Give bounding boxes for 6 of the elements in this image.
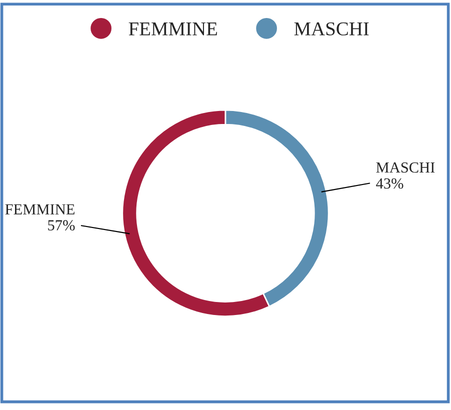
slice-label: MASCHI	[376, 162, 435, 173]
data-label: 43%	[376, 178, 404, 189]
legend-label: FEMMINE	[128, 22, 217, 36]
slice-label: FEMMINE	[5, 204, 74, 214]
legend-label: MASCHI	[294, 22, 369, 36]
data-label: 57%	[48, 220, 75, 231]
